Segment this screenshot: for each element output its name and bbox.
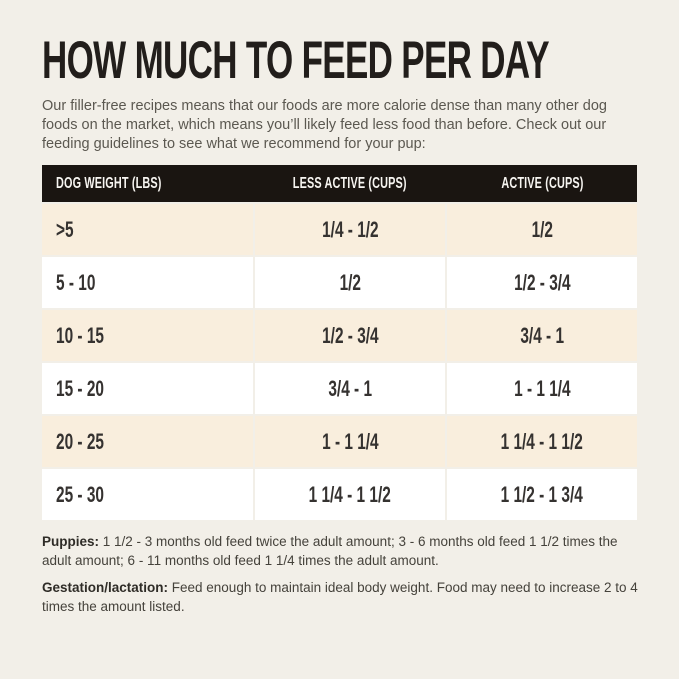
table-body: >5 1/4 - 1/2 1/2 5 - 10 1/2 1/2 - 3/4 10… xyxy=(42,204,637,520)
cell-dog-weight: 10 - 15 xyxy=(42,310,253,361)
table-row: 25 - 30 1 1/4 - 1 1/2 1 1/2 - 1 3/4 xyxy=(42,469,637,520)
table-row: 10 - 15 1/2 - 3/4 3/4 - 1 xyxy=(42,310,637,361)
note-text: Feed enough to maintain ideal body weigh… xyxy=(42,580,638,614)
cell-value: 5 - 10 xyxy=(56,269,96,295)
cell-active: 1 - 1 1/4 xyxy=(447,363,637,414)
note-label: Puppies: xyxy=(42,534,100,549)
cell-less-active: 3/4 - 1 xyxy=(255,363,445,414)
column-header-active: ACTIVE (CUPS) xyxy=(447,165,637,202)
page-title: HOW MUCH TO FEED PER DAY xyxy=(42,31,550,90)
cell-dog-weight: >5 xyxy=(42,204,253,255)
cell-value: 1/2 - 3/4 xyxy=(513,269,571,295)
table-row: 20 - 25 1 - 1 1/4 1 1/4 - 1 1/2 xyxy=(42,416,637,467)
cell-value: 1/2 - 3/4 xyxy=(321,322,379,348)
cell-value: 1 1/4 - 1 1/2 xyxy=(308,481,392,507)
cell-active: 3/4 - 1 xyxy=(447,310,637,361)
note-gestation: Gestation/lactation: Feed enough to main… xyxy=(42,579,640,616)
cell-less-active: 1 - 1 1/4 xyxy=(255,416,445,467)
note-puppies: Puppies: 1 1/2 - 3 months old feed twice… xyxy=(42,533,640,570)
column-header-label: DOG WEIGHT (LBS) xyxy=(56,174,162,192)
column-header-dog-weight: DOG WEIGHT (LBS) xyxy=(42,165,253,202)
cell-active: 1/2 xyxy=(447,204,637,255)
cell-active: 1/2 - 3/4 xyxy=(447,257,637,308)
cell-value: 1/2 xyxy=(531,216,553,242)
cell-value: 1/4 - 1/2 xyxy=(321,216,379,242)
column-header-less-active: LESS ACTIVE (CUPS) xyxy=(255,165,445,202)
cell-dog-weight: 5 - 10 xyxy=(42,257,253,308)
cell-less-active: 1/2 - 3/4 xyxy=(255,310,445,361)
cell-dog-weight: 25 - 30 xyxy=(42,469,253,520)
cell-value: 1 - 1 1/4 xyxy=(321,428,379,454)
footnotes: Puppies: 1 1/2 - 3 months old feed twice… xyxy=(42,533,640,616)
cell-less-active: 1/2 xyxy=(255,257,445,308)
cell-dog-weight: 15 - 20 xyxy=(42,363,253,414)
cell-less-active: 1 1/4 - 1 1/2 xyxy=(255,469,445,520)
cell-value: 1 1/4 - 1 1/2 xyxy=(500,428,584,454)
table-row: 15 - 20 3/4 - 1 1 - 1 1/4 xyxy=(42,363,637,414)
table-row: >5 1/4 - 1/2 1/2 xyxy=(42,204,637,255)
cell-value: 10 - 15 xyxy=(56,322,104,348)
column-header-label: ACTIVE (CUPS) xyxy=(500,174,584,192)
cell-value: >5 xyxy=(56,216,74,242)
cell-value: 1 1/2 - 1 3/4 xyxy=(500,481,584,507)
note-text: 1 1/2 - 3 months old feed twice the adul… xyxy=(42,534,618,568)
cell-value: 25 - 30 xyxy=(56,481,104,507)
cell-value: 15 - 20 xyxy=(56,375,104,401)
note-label: Gestation/lactation: xyxy=(42,580,169,595)
cell-value: 1/2 xyxy=(339,269,361,295)
cell-dog-weight: 20 - 25 xyxy=(42,416,253,467)
feeding-guide-page: HOW MUCH TO FEED PER DAY Our filler-free… xyxy=(42,31,640,616)
cell-less-active: 1/4 - 1/2 xyxy=(255,204,445,255)
cell-value: 1 - 1 1/4 xyxy=(513,375,571,401)
cell-value: 20 - 25 xyxy=(56,428,104,454)
column-header-label: LESS ACTIVE (CUPS) xyxy=(293,174,407,192)
intro-paragraph: Our filler-free recipes means that our f… xyxy=(42,98,607,152)
cell-active: 1 1/2 - 1 3/4 xyxy=(447,469,637,520)
cell-value: 3/4 - 1 xyxy=(328,375,372,401)
feeding-table: DOG WEIGHT (LBS) LESS ACTIVE (CUPS) ACTI… xyxy=(42,165,637,520)
cell-active: 1 1/4 - 1 1/2 xyxy=(447,416,637,467)
cell-value: 3/4 - 1 xyxy=(520,322,564,348)
table-header-row: DOG WEIGHT (LBS) LESS ACTIVE (CUPS) ACTI… xyxy=(42,165,637,202)
table-row: 5 - 10 1/2 1/2 - 3/4 xyxy=(42,257,637,308)
